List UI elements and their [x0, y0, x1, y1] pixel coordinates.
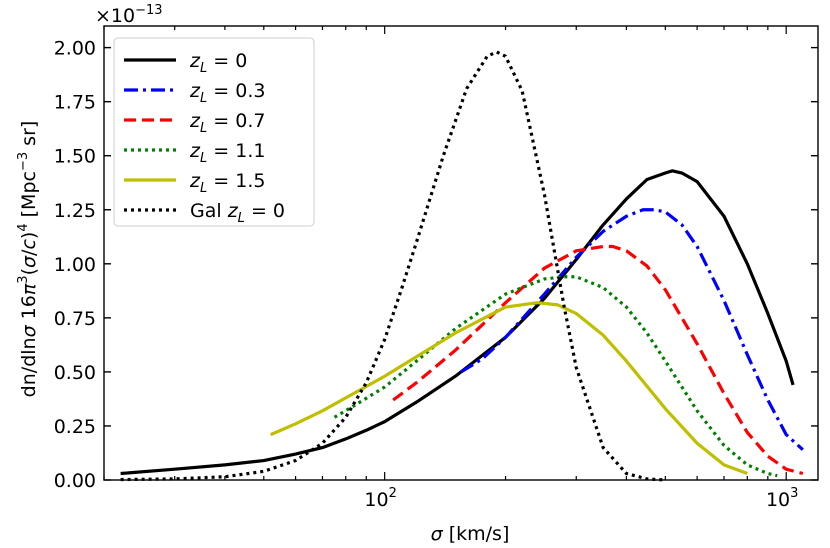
x-tick-label: 103 — [766, 486, 798, 511]
legend-label: zL = 1.1 — [189, 140, 265, 166]
y-tick-label: 1.75 — [54, 92, 96, 114]
legend-label: zL = 0.7 — [189, 110, 265, 136]
y-tick-label: 2.00 — [54, 38, 96, 60]
y-axis-label: dn/dlnσ 16π3(σ/c)4 [Mpc−3 sr] — [16, 121, 40, 398]
legend-label: Gal zL = 0 — [190, 200, 285, 226]
y-tick-label: 0.50 — [54, 362, 96, 384]
plot-frame — [103, 25, 819, 481]
legend-label: zL = 0.3 — [189, 80, 265, 106]
y-tick-label: 0.25 — [54, 416, 96, 438]
y-tick-label: 0.00 — [54, 470, 96, 492]
series-line-4 — [269, 301, 748, 476]
legend-label: zL = 0 — [189, 50, 247, 76]
x-axis-label: σ [km/s] — [431, 523, 510, 545]
y-multiplier: ×10−13 — [95, 3, 163, 27]
y-tick-label: 1.25 — [54, 200, 96, 222]
y-tick-label: 1.50 — [54, 146, 96, 168]
series-line-3 — [333, 275, 778, 478]
y-tick-label: 1.00 — [54, 254, 96, 276]
x-tick-label: 102 — [364, 486, 396, 511]
legend-label: zL = 1.5 — [189, 170, 265, 196]
y-tick-label: 0.75 — [54, 308, 96, 330]
series-line-2 — [392, 244, 804, 476]
series-line-1 — [460, 208, 804, 451]
series-line-5 — [120, 50, 666, 482]
svg-text:dn/dlnσ 16π3(σ/c)4 [Mpc−3 sr]: dn/dlnσ 16π3(σ/c)4 [Mpc−3 sr] — [16, 121, 40, 398]
